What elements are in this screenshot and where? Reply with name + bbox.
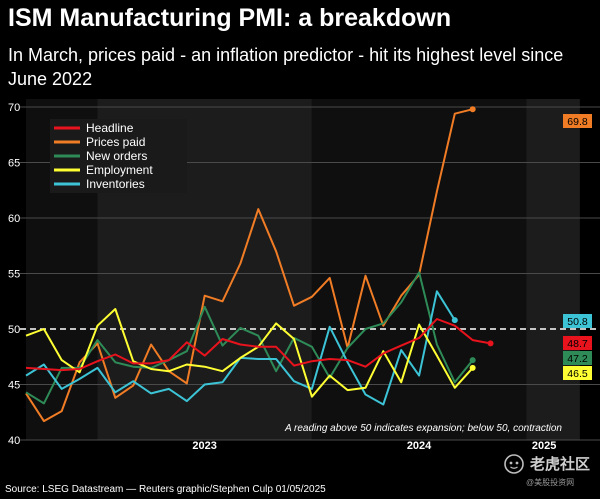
- watermark-main-text: 老虎社区: [530, 456, 591, 473]
- legend-label-new-orders: New orders: [86, 149, 147, 163]
- series-end-point-prices-paid: [469, 106, 476, 113]
- end-label-box-employment: [563, 366, 592, 380]
- series-end-point-inventories: [451, 317, 458, 324]
- x-tick-label: 2024: [407, 440, 432, 452]
- tiger-logo-icon: [504, 454, 524, 474]
- x-tick-label: 2025: [532, 440, 556, 452]
- y-tick-label: 65: [8, 158, 20, 170]
- series-end-point-new-orders: [469, 357, 476, 364]
- source-note: Source: LSEG Datastream — Reuters graphi…: [5, 484, 326, 495]
- y-tick-label: 60: [8, 213, 20, 225]
- legend-label-inventories: Inventories: [86, 177, 145, 191]
- end-label-box-prices-paid: [563, 114, 592, 128]
- y-tick-label: 50: [8, 324, 20, 336]
- community-watermark: 老虎社区 @美股投资网: [504, 452, 596, 488]
- legend-label-prices-paid: Prices paid: [86, 135, 145, 149]
- year-band: [526, 99, 580, 440]
- end-label-inventories: 50.8: [567, 316, 588, 328]
- y-tick-label: 55: [8, 269, 20, 281]
- legend-label-headline: Headline: [86, 121, 134, 135]
- series-line-employment: [25, 308, 474, 398]
- series-line-prices-paid: [25, 108, 473, 423]
- series-end-point-headline: [487, 340, 494, 347]
- end-label-prices-paid: 69.8: [567, 116, 588, 128]
- page-subtitle: In March, prices paid - an inflation pre…: [8, 45, 564, 89]
- y-tick-label: 45: [8, 380, 20, 392]
- end-label-box-inventories: [563, 314, 592, 328]
- y-tick-label: 70: [8, 102, 20, 114]
- chart-annotation: A reading above 50 indicates expansion; …: [284, 423, 562, 434]
- end-label-box-new-orders: [563, 351, 592, 365]
- series-end-point-employment: [469, 364, 476, 371]
- page-title: ISM Manufacturing PMI: a breakdown: [8, 4, 452, 32]
- end-label-employment: 46.5: [567, 368, 588, 380]
- x-tick-label: 2023: [192, 440, 216, 452]
- end-label-headline: 48.7: [567, 338, 588, 350]
- year-band: [311, 99, 527, 440]
- series-line-new-orders: [25, 271, 474, 405]
- end-label-new-orders: 47.2: [567, 353, 588, 365]
- series-line-headline: [25, 318, 491, 372]
- watermark-sub-text: @美股投资网: [526, 478, 575, 487]
- y-tick-label: 40: [8, 435, 20, 447]
- legend-label-employment: Employment: [86, 163, 153, 177]
- end-label-box-headline: [563, 336, 592, 350]
